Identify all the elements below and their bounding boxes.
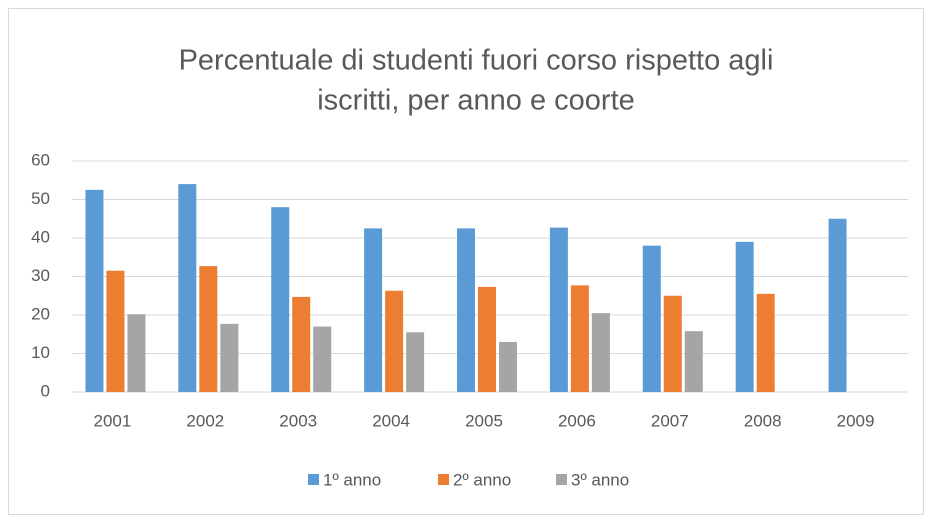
x-tick-label: 2009 [837,411,875,430]
bar [85,189,104,392]
y-tick-label: 10 [31,343,50,362]
chart-title: Percentuale di studenti fuori corso risp… [179,45,774,77]
bar [663,295,682,392]
bar [292,296,311,392]
bar [313,326,332,392]
bar [499,341,517,392]
legend-swatch [556,474,567,485]
bar [106,270,125,392]
bar [735,241,754,392]
bar [478,286,496,392]
bar [364,228,383,392]
y-tick-label: 40 [31,227,50,246]
bar [570,285,589,392]
bar [271,207,290,392]
bar [684,331,703,392]
bar [642,245,661,392]
x-tick-label: 2003 [279,411,317,430]
y-tick-label: 20 [31,304,50,323]
x-tick-label: 2002 [186,411,224,430]
bar [220,323,239,392]
y-tick-label: 0 [41,381,50,400]
y-tick-label: 30 [31,266,50,285]
bar [828,218,847,392]
bar [406,332,425,392]
x-tick-label: 2007 [651,411,689,430]
bar [756,293,775,392]
y-tick-label: 50 [31,189,50,208]
bar [457,228,475,392]
legend-label: 3º anno [571,470,629,489]
x-tick-label: 2008 [744,411,782,430]
bar [199,266,218,392]
chart-title: iscritti, per anno e coorte [317,85,635,117]
x-tick-label: 2001 [94,411,132,430]
bar [127,314,146,392]
legend-label: 2º anno [453,470,511,489]
x-tick-label: 2004 [372,411,410,430]
legend-swatch [438,474,449,485]
x-tick-label: 2005 [465,411,503,430]
legend-label: 1º anno [323,470,381,489]
legend-swatch [308,474,319,485]
bar [591,313,610,392]
bar [385,290,404,392]
y-tick-label: 60 [31,150,50,169]
x-tick-label: 2006 [558,411,596,430]
bar [549,227,568,392]
bar [178,184,197,392]
